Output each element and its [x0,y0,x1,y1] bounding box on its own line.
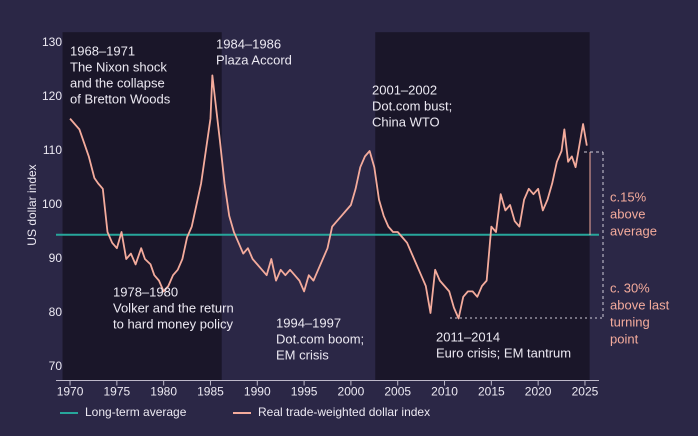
side-note: point [610,331,639,346]
annotation-text: Plaza Accord [216,52,292,67]
shading-layer [62,32,590,381]
annotation-text: The Nixon shock [70,59,167,74]
annotation-title: 1984–1986 [216,36,281,51]
side-note: c. 30% [610,280,650,295]
x-tick-label: 2020 [525,385,552,399]
x-tick-label: 1995 [291,385,318,399]
side-note: c.15% [610,189,647,204]
annotation-title: 1978–1980 [113,284,178,299]
x-tick-label: 1990 [244,385,271,399]
y-axis-label: US dollar index [25,164,39,245]
annotation-text: Dot.com boom; [276,331,364,346]
annotation-text: and the collapse [70,75,165,90]
x-tick-label: 1975 [104,385,131,399]
legend-label: Real trade-weighted dollar index [258,405,430,419]
y-tick-label: 130 [42,35,62,49]
y-tick-label: 80 [49,305,63,319]
x-tick-label: 2000 [338,385,365,399]
side-note: above last [610,297,670,312]
legend-label: Long-term average [85,405,187,419]
annotation-text: EM crisis [276,347,329,362]
x-tick-label: 2005 [384,385,411,399]
annotation-text: Euro crisis; EM tantrum [436,345,571,360]
x-tick-label: 1980 [150,385,177,399]
annotation-text: Dot.com bust; [372,98,452,113]
x-tick-label: 2015 [478,385,505,399]
y-tick-label: 90 [49,251,63,265]
annotation-text: Volker and the return [113,300,234,315]
y-tick-label: 120 [42,89,62,103]
y-tick-label: 70 [49,359,63,373]
annotation-title: 1968–1971 [70,43,135,58]
annotation-text: of Bretton Woods [70,91,171,106]
annotation-title: 2001–2002 [372,82,437,97]
side-note: above [610,206,645,221]
y-tick-label: 100 [42,197,62,211]
x-tick-label: 1970 [57,385,84,399]
y-tick-label: 110 [43,143,62,157]
side-note: turning [610,314,650,329]
side-note: average [610,223,657,238]
series-line [69,74,588,320]
annotation-text: China WTO [372,114,440,129]
annotation-text: to hard money policy [113,316,233,331]
annotation-title: 2011–2014 [436,329,500,344]
x-tick-label: 2010 [431,385,458,399]
x-tick-label: 2025 [572,385,599,399]
shaded-period [62,32,222,381]
plot-layer [56,74,599,320]
annotation-title: 1994–1997 [276,315,341,330]
x-tick-label: 1985 [197,385,224,399]
shaded-period [375,32,590,381]
